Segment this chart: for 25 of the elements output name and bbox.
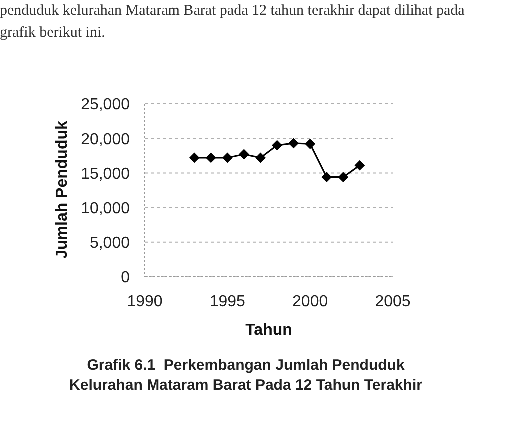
text: penduduk kelurahan Mataram Barat pada 12 tahun terakhir dapat dilihat pada grafik berikut ini.: [0, 2, 466, 43]
text: Grafik 6.1 Perkembangan Jumlah Penduduk Kelurahan Mataram Barat Pada 12 Tahun Terakhir: [68, 356, 424, 396]
point: [222, 152, 233, 163]
y-tick-label: 0: [121, 270, 130, 287]
point: [288, 138, 299, 148]
y-tick-label: 25,000: [81, 96, 130, 114]
point: [338, 172, 348, 182]
y-tick-label: 15,000: [81, 166, 130, 183]
point: [305, 139, 316, 150]
x-tick-label: 1995: [210, 293, 246, 310]
x-axis-title: Tahun: [246, 322, 292, 340]
y-tick-label: 5,000: [90, 235, 130, 252]
point: [354, 160, 365, 171]
y-tick-label: 20,000: [81, 131, 130, 148]
point: [190, 152, 200, 163]
point: [272, 140, 282, 151]
point: [322, 172, 332, 182]
x-tick-label: 1990: [127, 293, 163, 310]
point: [206, 152, 216, 163]
point: [239, 150, 250, 160]
x-tick-label: 2005: [375, 293, 411, 310]
y-tick-label: 10,000: [81, 200, 130, 218]
point: [256, 152, 266, 163]
y-axis-title: Jumlah Penduduk: [54, 121, 72, 259]
x-tick-label: 2000: [292, 293, 328, 310]
